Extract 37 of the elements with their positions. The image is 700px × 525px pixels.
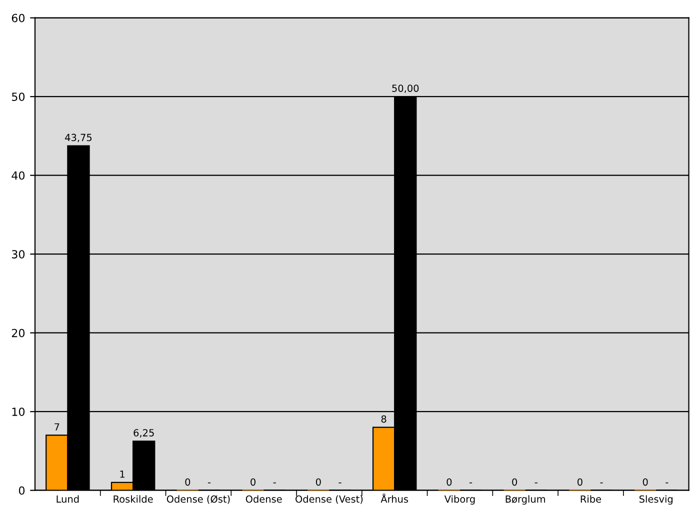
data-label: 0	[512, 478, 518, 486]
data-label: 43,75	[65, 134, 92, 142]
y-tick-label: 10	[12, 408, 25, 416]
y-tick-label: 40	[12, 171, 25, 180]
data-label: -	[534, 482, 538, 484]
data-label: -	[469, 482, 472, 484]
y-tick-label: 50	[12, 92, 25, 101]
data-label: -	[600, 482, 603, 484]
data-label: -	[208, 482, 211, 484]
y-tick-label: 30	[12, 250, 25, 258]
y-tick-label: 60	[12, 14, 25, 22]
data-label: -	[338, 482, 342, 484]
data-label: -	[273, 482, 276, 484]
data-label: 1	[120, 470, 124, 478]
x-tick-label: Århus	[380, 494, 408, 503]
y-tick-label: 20	[12, 328, 25, 338]
data-label: 0	[316, 478, 321, 486]
data-label: 50,00	[392, 84, 419, 93]
data-label: -	[666, 482, 668, 484]
x-tick-label: Roskilde	[114, 495, 153, 503]
y-tick-label: 0	[18, 486, 25, 495]
x-tick-label: Odense (Vest)	[296, 495, 363, 504]
x-tick-label: Slesvig	[639, 495, 672, 505]
data-label: 0	[446, 478, 452, 486]
data-label: 8	[381, 415, 386, 423]
x-tick-label: Odense (Øst)	[166, 495, 230, 504]
data-label: 7	[54, 423, 60, 430]
x-tick-label: Ribe	[580, 495, 602, 503]
x-tick-label: Odense	[246, 495, 282, 503]
data-label: 6,25	[134, 429, 154, 438]
x-tick-label: Børglum	[506, 495, 545, 505]
data-label: 0	[642, 478, 648, 486]
data-label: 0	[250, 478, 256, 486]
data-label: 0	[185, 478, 190, 486]
x-tick-label: Viborg	[444, 495, 475, 505]
x-tick-label: Lund	[56, 495, 79, 503]
data-label: 0	[577, 478, 582, 486]
